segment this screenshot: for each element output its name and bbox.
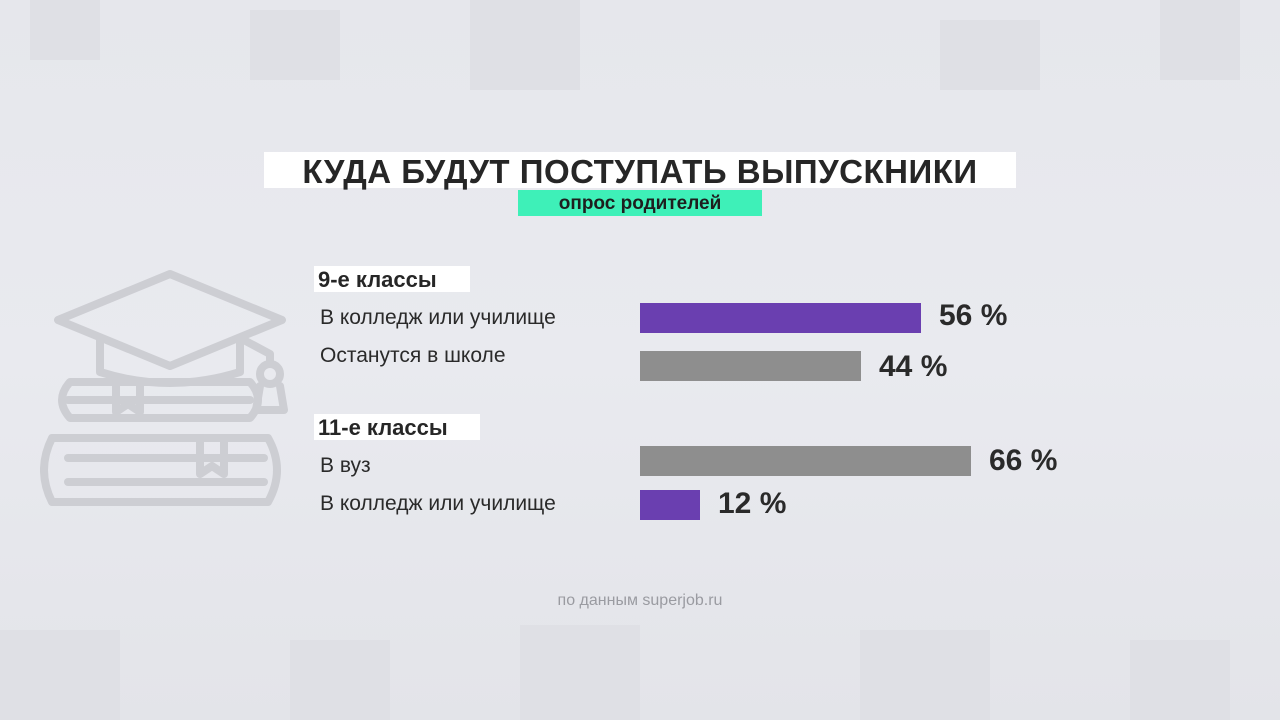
- bar-11-grade-university: [640, 446, 971, 476]
- background-decoration: [250, 10, 340, 80]
- group-label-9-grade: 9-е классы: [314, 266, 470, 292]
- chart-subtitle: опрос родителей: [518, 190, 762, 216]
- background-decoration: [0, 630, 120, 720]
- category-label: В вуз: [320, 454, 371, 477]
- category-label: В колледж или училище: [320, 306, 556, 329]
- category-label: В колледж или училище: [320, 492, 556, 515]
- source-note: по данным superjob.ru: [557, 592, 723, 609]
- category-label: Останутся в школе: [320, 344, 506, 367]
- background-decoration: [1160, 0, 1240, 80]
- chart-title: КУДА БУДУТ ПОСТУПАТЬ ВЫПУСКНИКИ: [302, 153, 978, 190]
- background-decoration: [860, 630, 990, 720]
- background-decoration: [520, 625, 640, 720]
- background-decoration: [30, 0, 100, 60]
- bar-9-grade-stay-school: [640, 351, 861, 381]
- background-decoration: [1130, 640, 1230, 720]
- title-background: [264, 152, 1016, 188]
- background-decoration: [470, 0, 580, 90]
- bar-9-grade-college: [640, 303, 921, 333]
- background-decoration: [290, 640, 390, 720]
- bar-11-grade-college: [640, 490, 700, 520]
- value-label: 56 %: [939, 299, 1008, 332]
- value-label: 66 %: [989, 444, 1058, 477]
- background-decoration: [940, 20, 1040, 90]
- group-label-11-grade: 11-е классы: [314, 414, 480, 440]
- graduation-cap-books-icon: [40, 270, 288, 506]
- value-label: 44 %: [879, 350, 948, 383]
- value-label: 12 %: [718, 487, 787, 520]
